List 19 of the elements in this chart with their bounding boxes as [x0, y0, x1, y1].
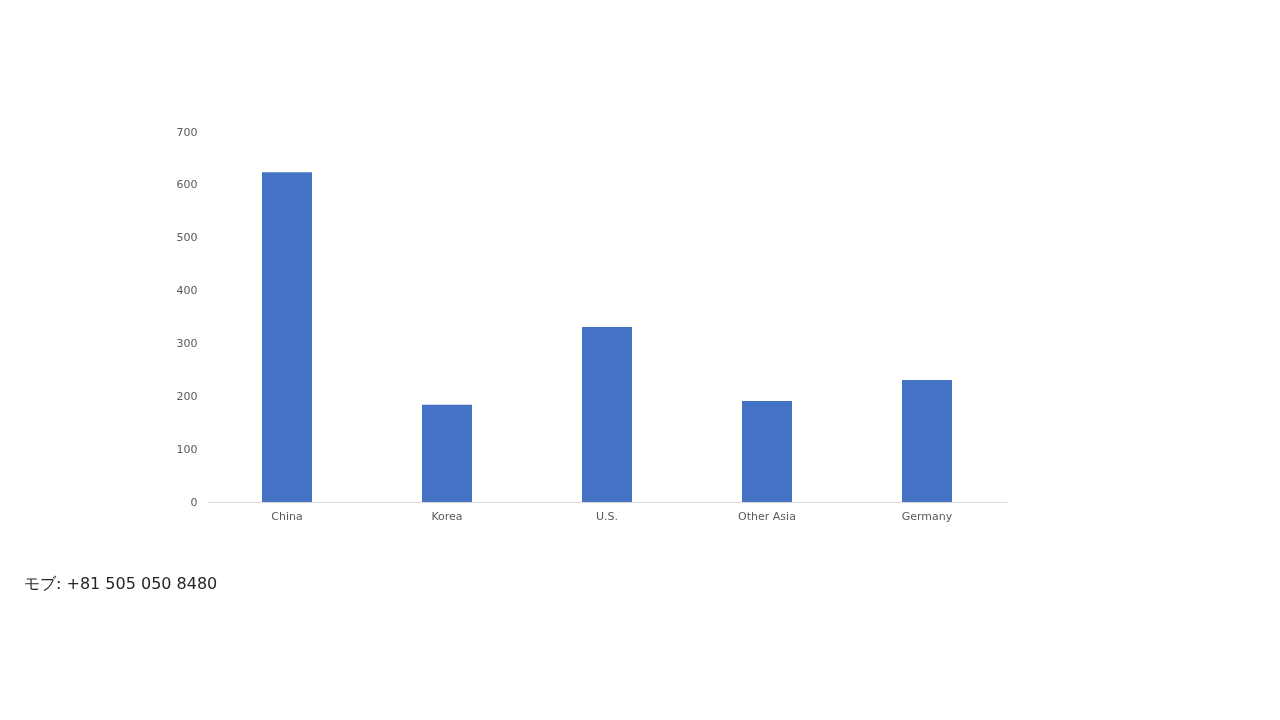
- y-tick-label: 700: [176, 125, 198, 139]
- bar: [742, 401, 792, 502]
- y-tick-label: 400: [176, 284, 198, 298]
- bar: [422, 404, 472, 502]
- bar: [262, 172, 312, 502]
- x-tick-label: Germany: [901, 509, 953, 523]
- x-tick-label: China: [271, 509, 303, 523]
- text: モブ: +81 505 050 8480: [24, 574, 218, 593]
- x-tick-label: Other Asia: [738, 509, 796, 523]
- y-tick-label: 0: [190, 495, 198, 509]
- y-tick-label: 100: [176, 442, 198, 456]
- x-tick-label: U.S.: [595, 509, 619, 523]
- y-tick-label: 500: [176, 231, 198, 245]
- bar: [582, 327, 632, 502]
- y-tick-label: 600: [176, 178, 198, 192]
- y-tick-label: 300: [176, 336, 198, 350]
- bar: [902, 379, 952, 502]
- y-tick-label: 200: [176, 389, 198, 403]
- x-tick-label: Korea: [431, 509, 463, 523]
